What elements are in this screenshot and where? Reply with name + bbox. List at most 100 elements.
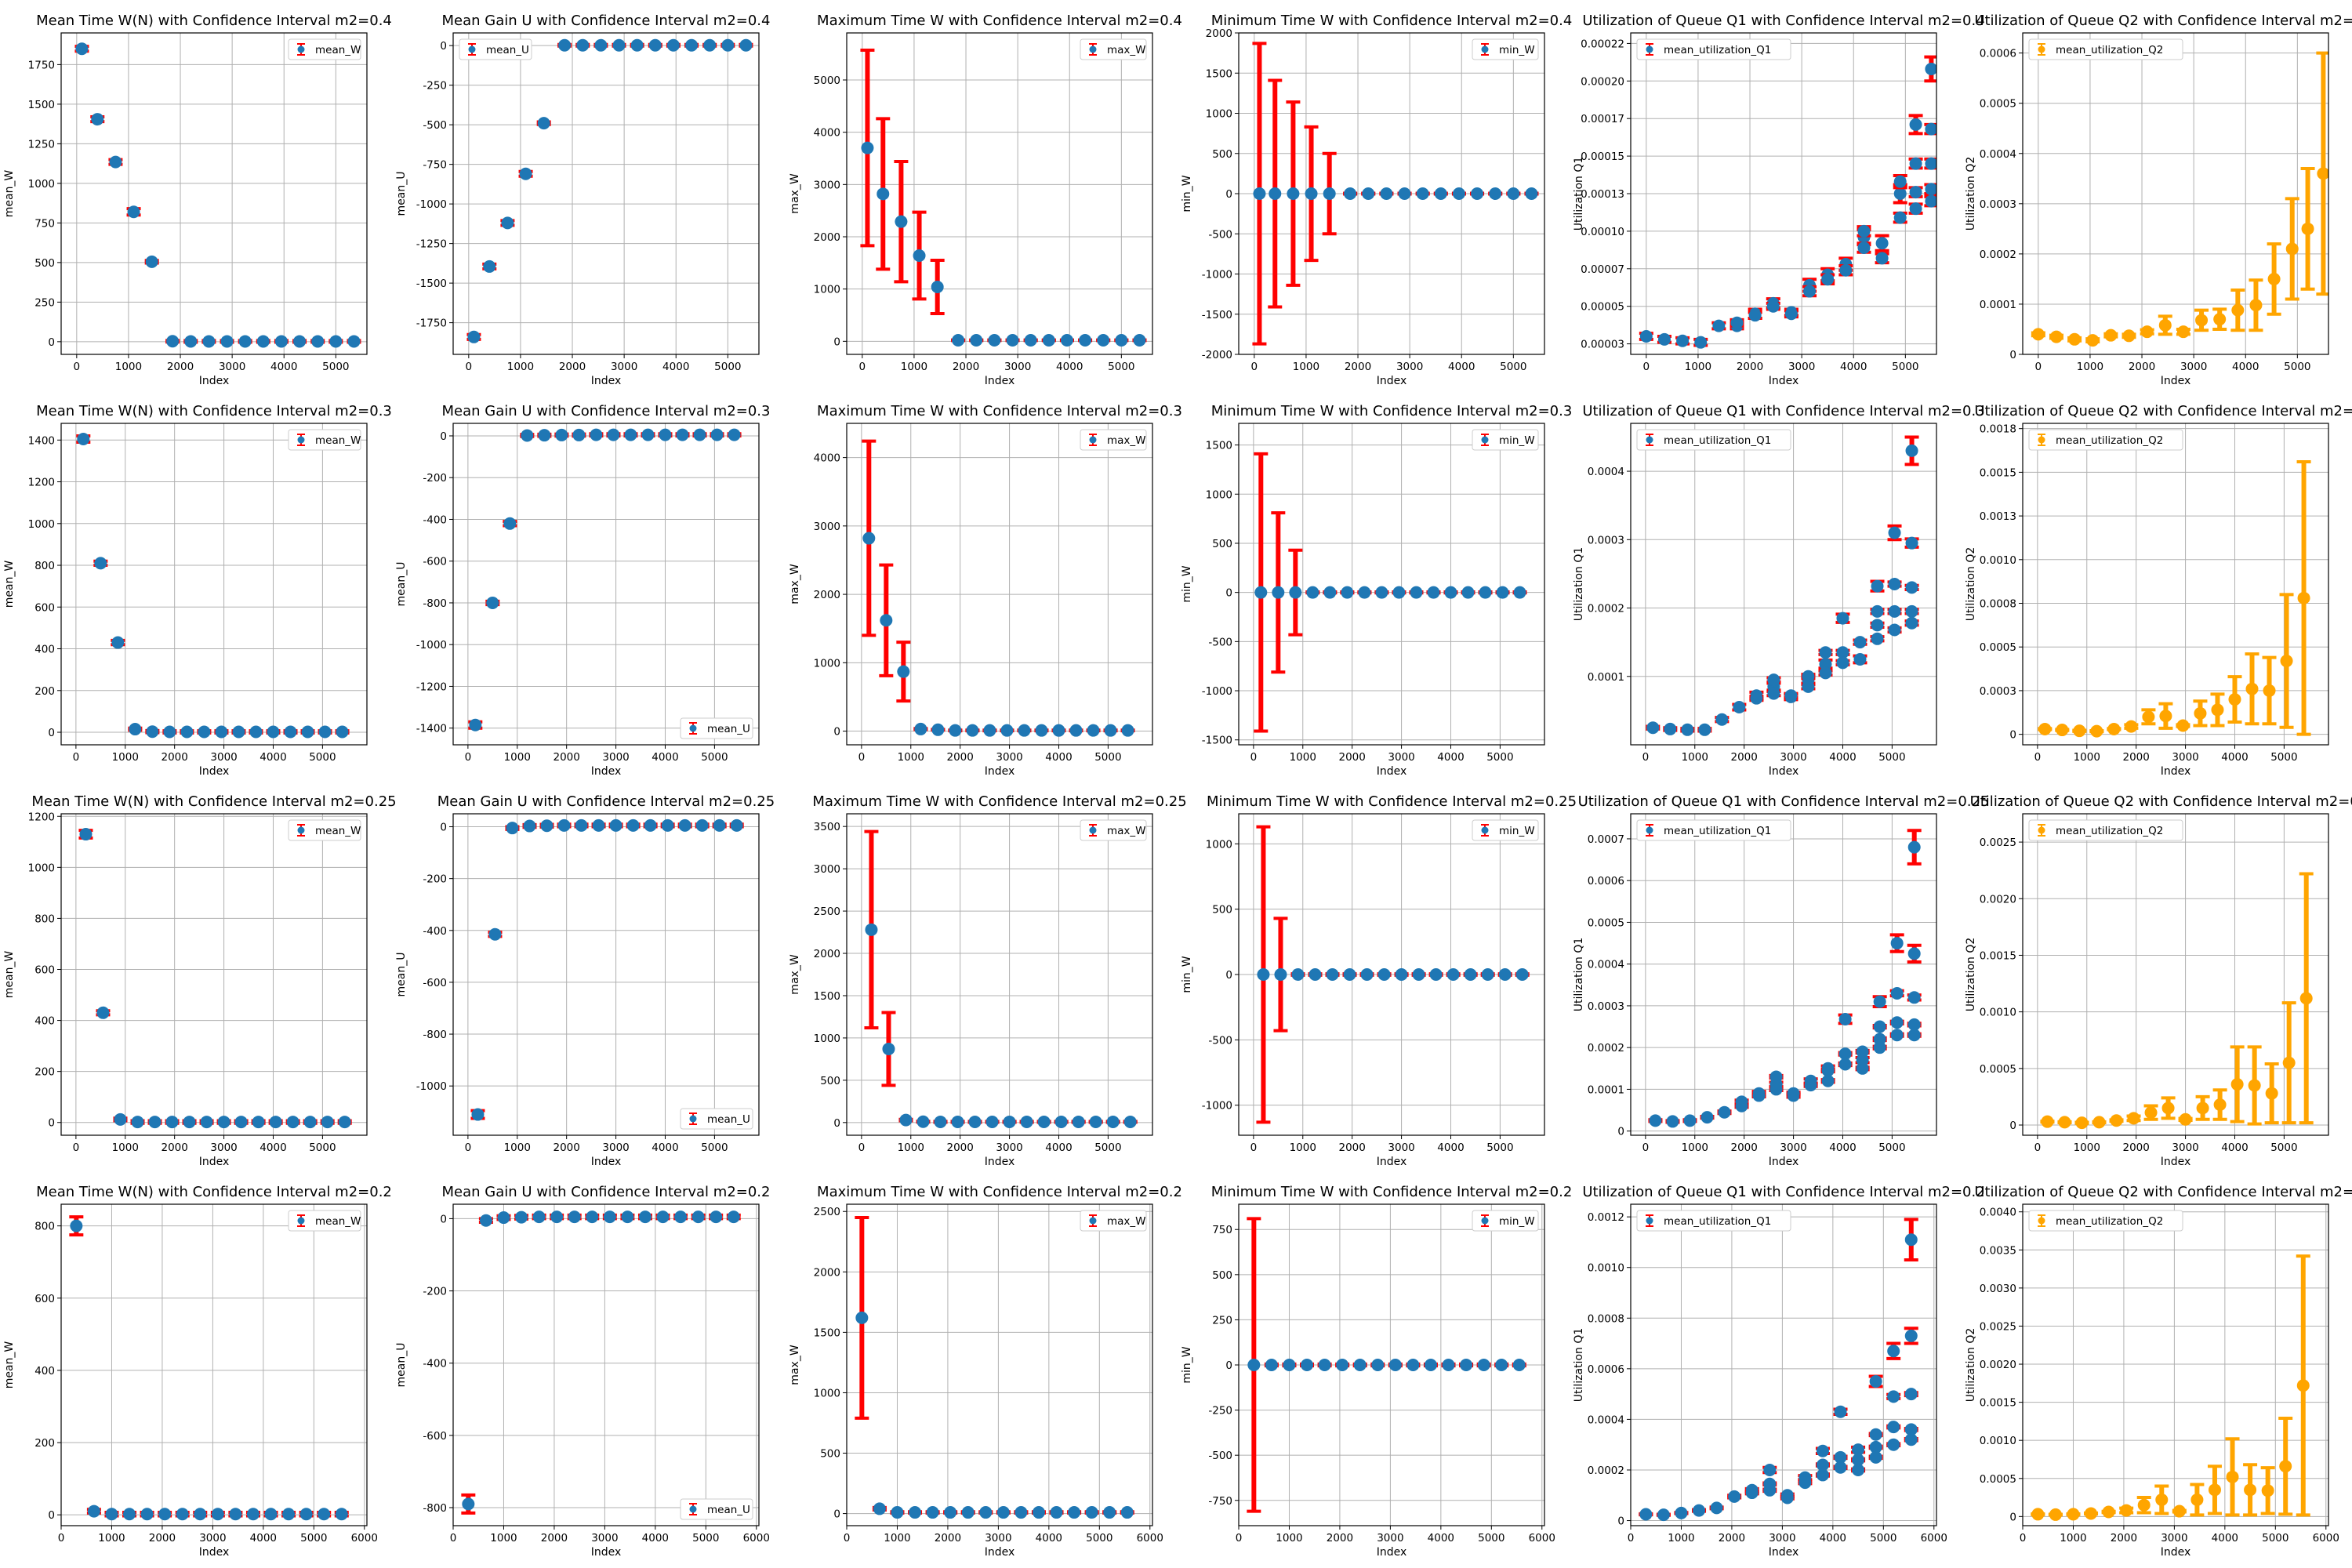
y-tick-label: 5000 xyxy=(814,74,840,87)
data-point xyxy=(1247,1359,1261,1371)
series-mean xyxy=(855,1215,1134,1519)
data-point xyxy=(1050,1506,1063,1519)
y-tick-label: 1200 xyxy=(28,811,55,823)
axes-frame xyxy=(1630,423,1937,746)
data-point xyxy=(586,1210,599,1224)
data-point xyxy=(1464,968,1477,981)
data-point xyxy=(1907,947,1921,960)
legend-marker xyxy=(689,1115,697,1123)
y-axis-label: mean_U xyxy=(395,1343,408,1388)
data-point xyxy=(621,1210,634,1224)
legend-box xyxy=(288,819,361,841)
data-point xyxy=(1821,1064,1835,1077)
x-axis-label: Index xyxy=(199,1546,230,1559)
y-tick-label: -2000 xyxy=(1202,349,1232,361)
axes-frame xyxy=(60,32,368,355)
data-point xyxy=(1763,1483,1777,1497)
data-point xyxy=(2179,1112,2192,1126)
data-point xyxy=(880,614,893,627)
data-point xyxy=(1646,721,1660,735)
y-tick-label: 0.00022 xyxy=(1581,38,1624,50)
series-mean xyxy=(74,42,361,348)
data-point xyxy=(966,724,979,737)
data-point xyxy=(914,722,927,735)
x-tick-label: 0 xyxy=(844,1532,851,1544)
y-tick-label: 0.0018 xyxy=(1980,423,2016,436)
x-tick-label: 0 xyxy=(1251,361,1258,373)
data-point xyxy=(1856,1045,1869,1058)
chart-title: Maximum Time W with Confidence Interval … xyxy=(817,1184,1182,1200)
y-tick-label: 0.00013 xyxy=(1581,188,1624,201)
chart-title: Utilization of Queue Q1 with Confidence … xyxy=(1582,403,1984,419)
data-point xyxy=(1871,619,1884,632)
x-tick-label: 0 xyxy=(858,751,866,764)
y-tick-label: 0 xyxy=(833,1117,840,1130)
y-tick-label: 0.0002 xyxy=(1588,603,1624,615)
data-point xyxy=(540,819,554,833)
data-point xyxy=(1032,1506,1045,1519)
data-point xyxy=(557,818,571,832)
axes-frame xyxy=(60,1203,368,1526)
plot-area xyxy=(847,1204,1152,1526)
y-tick-label: 0.0004 xyxy=(1588,1414,1624,1426)
data-point xyxy=(1904,1329,1918,1342)
data-point xyxy=(1289,586,1302,599)
plot-area xyxy=(61,814,367,1135)
data-point xyxy=(1838,1047,1852,1061)
plot-area xyxy=(1631,423,1936,745)
y-tick-label: -1000 xyxy=(1202,1100,1232,1112)
data-point xyxy=(1804,1079,1817,1092)
data-point xyxy=(1887,1438,1900,1451)
data-point xyxy=(1657,1508,1670,1522)
data-point xyxy=(1888,526,1901,539)
legend-marker xyxy=(297,826,305,834)
y-tick-label: 0.00017 xyxy=(1581,113,1624,125)
data-point xyxy=(1893,187,1907,200)
y-tick-label: 1500 xyxy=(1206,440,1232,452)
y-tick-label: 0.0008 xyxy=(1980,598,2016,611)
y-tick-label: 0.0005 xyxy=(1980,1063,2016,1076)
y-axis-label: min_W xyxy=(1181,956,1193,993)
legend: mean_utilization_Q1 xyxy=(1636,1210,1791,1232)
legend-label: mean_U xyxy=(486,44,529,56)
data-point xyxy=(506,822,519,835)
data-point xyxy=(1072,1115,1085,1128)
data-point xyxy=(1834,1461,1847,1474)
x-tick-label: 4000 xyxy=(250,1532,277,1544)
y-tick-label: 0 xyxy=(1617,1515,1624,1528)
x-tick-label: 2000 xyxy=(541,1532,568,1544)
data-point xyxy=(269,1116,282,1129)
data-point xyxy=(1018,724,1031,737)
data-point xyxy=(211,1508,224,1521)
x-tick-label: 0 xyxy=(2020,1532,2027,1544)
data-point xyxy=(1444,586,1457,599)
y-tick-label: -600 xyxy=(423,556,447,568)
data-point xyxy=(229,1508,242,1521)
x-tick-label: 2000 xyxy=(1737,361,1763,373)
data-point xyxy=(1496,586,1509,599)
data-point xyxy=(2248,1079,2261,1092)
series-mean xyxy=(76,432,350,739)
data-point xyxy=(1424,1359,1437,1371)
legend-marker xyxy=(1481,1217,1489,1225)
data-point xyxy=(1657,332,1671,346)
x-tick-label: 4000 xyxy=(1448,361,1475,373)
data-point xyxy=(1905,581,1918,594)
data-point xyxy=(909,1506,922,1519)
data-point xyxy=(335,1508,348,1521)
x-tick-label: 6000 xyxy=(351,1532,378,1544)
data-point xyxy=(1887,1421,1900,1434)
data-point xyxy=(1461,586,1475,599)
data-point xyxy=(1752,1089,1766,1102)
data-point xyxy=(140,1508,154,1521)
y-tick-label: 1500 xyxy=(814,1327,840,1339)
x-tick-label: 0 xyxy=(465,751,472,764)
data-point xyxy=(1460,1359,1473,1371)
data-point xyxy=(1513,586,1526,599)
y-tick-label: -750 xyxy=(1208,1495,1232,1508)
data-point xyxy=(1343,968,1356,981)
data-point xyxy=(1525,187,1538,200)
x-axis-label: Index xyxy=(591,375,622,387)
data-point xyxy=(897,665,910,678)
